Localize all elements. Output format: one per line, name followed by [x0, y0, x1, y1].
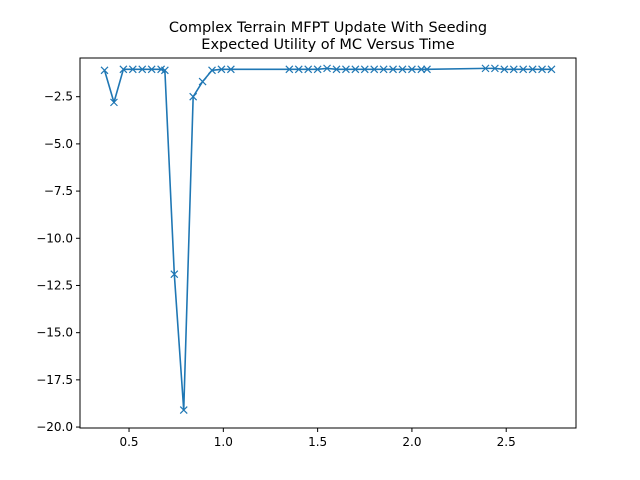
- data-point-marker: [519, 65, 528, 74]
- data-point-marker: [528, 65, 537, 74]
- x-tick-label: 0.5: [119, 435, 138, 449]
- axes-frame: [79, 57, 577, 429]
- data-point-marker: [379, 65, 388, 74]
- data-point-marker: [170, 270, 179, 279]
- data-point-marker: [285, 65, 294, 74]
- data-point-marker: [208, 66, 216, 75]
- y-tick-label: −2.5: [44, 90, 73, 104]
- data-point-marker: [217, 65, 226, 74]
- data-point-marker: [160, 66, 169, 75]
- data-point-marker: [538, 65, 546, 74]
- data-point-marker: [351, 65, 360, 74]
- data-point-marker: [128, 65, 137, 74]
- y-tick-label: −20.0: [36, 420, 73, 434]
- y-tick-label: −17.5: [36, 373, 73, 387]
- data-point-marker: [398, 65, 407, 74]
- data-point-marker: [179, 406, 188, 414]
- data-point-marker: [417, 65, 426, 74]
- data-point-marker: [100, 66, 109, 75]
- data-point-marker: [389, 65, 397, 74]
- x-axis: 0.5 1.0 1.5 2.0 2.5: [119, 428, 516, 449]
- data-point-marker: [547, 65, 556, 74]
- y-tick-label: −5.0: [44, 137, 73, 151]
- data-point-marker: [119, 65, 128, 74]
- data-point-marker: [423, 65, 431, 74]
- data-point-marker: [490, 64, 499, 73]
- title-line-2: Expected Utility of MC Versus Time: [201, 37, 454, 53]
- data-point-marker: [500, 65, 509, 74]
- x-tick-label: 1.0: [214, 435, 233, 449]
- x-tick-label: 2.5: [497, 435, 516, 449]
- y-tick-label: −10.0: [36, 231, 73, 245]
- y-axis: −2.5 −5.0 −7.5 −10.0 −12.5 −15.0 −17.5 −20.0: [36, 90, 80, 434]
- data-point-marker: [332, 65, 341, 74]
- title-line-1: Complex Terrain MFPT Update With Seeding: [169, 20, 487, 36]
- data-point-marker: [370, 65, 379, 74]
- y-tick-label: −15.0: [36, 326, 73, 340]
- data-point-marker: [226, 65, 235, 74]
- data-point-marker: [189, 92, 198, 101]
- data-point-marker: [313, 65, 322, 74]
- data-point-marker: [341, 65, 350, 74]
- data-point-marker: [509, 65, 518, 74]
- y-tick-label: −12.5: [36, 278, 73, 292]
- data-point-marker: [110, 98, 118, 107]
- data-point-marker: [304, 65, 313, 74]
- data-point-marker: [481, 64, 490, 73]
- data-point-marker: [360, 65, 369, 74]
- data-point-marker: [407, 65, 416, 74]
- series-line: [103, 67, 552, 411]
- x-tick-label: 1.5: [308, 435, 327, 449]
- data-point-marker: [138, 65, 147, 74]
- x-tick-label: 2.0: [402, 435, 421, 449]
- data-point-marker: [198, 77, 207, 86]
- data-point-marker: [147, 65, 156, 74]
- chart-title: Complex Terrain MFPT Update With Seeding…: [169, 20, 487, 53]
- plot-area: [100, 64, 556, 414]
- data-point-marker: [294, 65, 303, 74]
- y-tick-label: −7.5: [44, 184, 73, 198]
- data-point-marker: [323, 64, 331, 73]
